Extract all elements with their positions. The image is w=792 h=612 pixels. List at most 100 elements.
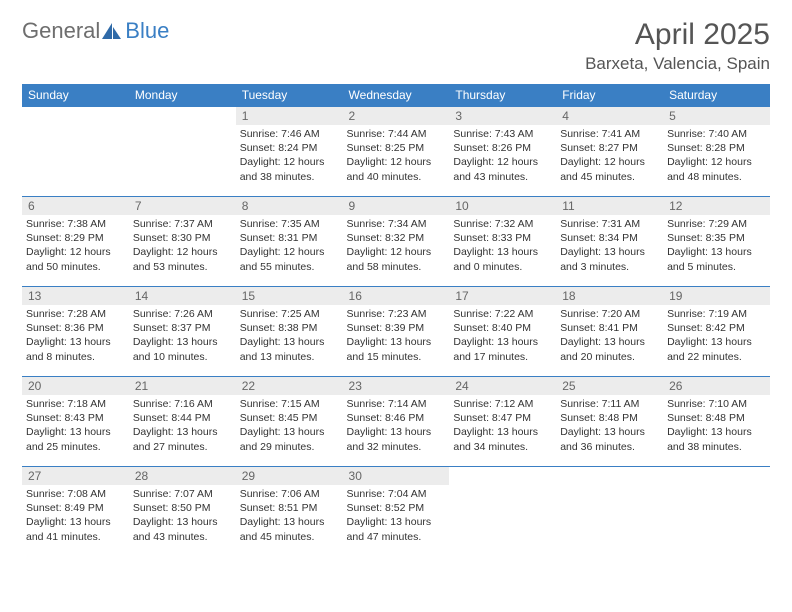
calendar-cell: 7Sunrise: 7:37 AMSunset: 8:30 PMDaylight… bbox=[129, 197, 236, 287]
sunset-text: Sunset: 8:29 PM bbox=[26, 231, 125, 245]
calendar-cell: 14Sunrise: 7:26 AMSunset: 8:37 PMDayligh… bbox=[129, 287, 236, 377]
daylight-text-2: and 15 minutes. bbox=[347, 350, 446, 364]
daylight-text-1: Daylight: 12 hours bbox=[347, 155, 446, 169]
calendar-row: 20Sunrise: 7:18 AMSunset: 8:43 PMDayligh… bbox=[22, 377, 770, 467]
day-details: Sunrise: 7:34 AMSunset: 8:32 PMDaylight:… bbox=[343, 215, 450, 278]
sunrise-text: Sunrise: 7:46 AM bbox=[240, 127, 339, 141]
day-number: 7 bbox=[129, 197, 236, 215]
sunrise-text: Sunrise: 7:41 AM bbox=[560, 127, 659, 141]
sunrise-text: Sunrise: 7:32 AM bbox=[453, 217, 552, 231]
sunrise-text: Sunrise: 7:38 AM bbox=[26, 217, 125, 231]
day-details: Sunrise: 7:31 AMSunset: 8:34 PMDaylight:… bbox=[556, 215, 663, 278]
day-details: Sunrise: 7:37 AMSunset: 8:30 PMDaylight:… bbox=[129, 215, 236, 278]
calendar-cell bbox=[556, 467, 663, 557]
sunset-text: Sunset: 8:33 PM bbox=[453, 231, 552, 245]
daylight-text-1: Daylight: 13 hours bbox=[453, 245, 552, 259]
sunrise-text: Sunrise: 7:11 AM bbox=[560, 397, 659, 411]
day-details: Sunrise: 7:11 AMSunset: 8:48 PMDaylight:… bbox=[556, 395, 663, 458]
sunrise-text: Sunrise: 7:18 AM bbox=[26, 397, 125, 411]
header: General Blue April 2025 Barxeta, Valenci… bbox=[22, 18, 770, 74]
sunrise-text: Sunrise: 7:07 AM bbox=[133, 487, 232, 501]
day-number: 16 bbox=[343, 287, 450, 305]
day-number: 25 bbox=[556, 377, 663, 395]
day-details: Sunrise: 7:44 AMSunset: 8:25 PMDaylight:… bbox=[343, 125, 450, 188]
sunrise-text: Sunrise: 7:29 AM bbox=[667, 217, 766, 231]
day-details: Sunrise: 7:10 AMSunset: 8:48 PMDaylight:… bbox=[663, 395, 770, 458]
sunrise-text: Sunrise: 7:06 AM bbox=[240, 487, 339, 501]
daylight-text-1: Daylight: 13 hours bbox=[26, 335, 125, 349]
sunset-text: Sunset: 8:37 PM bbox=[133, 321, 232, 335]
day-details: Sunrise: 7:19 AMSunset: 8:42 PMDaylight:… bbox=[663, 305, 770, 368]
sunset-text: Sunset: 8:26 PM bbox=[453, 141, 552, 155]
day-details: Sunrise: 7:35 AMSunset: 8:31 PMDaylight:… bbox=[236, 215, 343, 278]
weekday-header: Monday bbox=[129, 84, 236, 107]
day-number: 12 bbox=[663, 197, 770, 215]
daylight-text-1: Daylight: 12 hours bbox=[26, 245, 125, 259]
sunset-text: Sunset: 8:36 PM bbox=[26, 321, 125, 335]
daylight-text-1: Daylight: 13 hours bbox=[26, 425, 125, 439]
daylight-text-1: Daylight: 13 hours bbox=[347, 515, 446, 529]
sunset-text: Sunset: 8:43 PM bbox=[26, 411, 125, 425]
day-details: Sunrise: 7:41 AMSunset: 8:27 PMDaylight:… bbox=[556, 125, 663, 188]
daylight-text-2: and 45 minutes. bbox=[240, 530, 339, 544]
sunrise-text: Sunrise: 7:34 AM bbox=[347, 217, 446, 231]
daylight-text-2: and 40 minutes. bbox=[347, 170, 446, 184]
sunset-text: Sunset: 8:35 PM bbox=[667, 231, 766, 245]
logo: General Blue bbox=[22, 18, 169, 44]
sunset-text: Sunset: 8:40 PM bbox=[453, 321, 552, 335]
daylight-text-1: Daylight: 12 hours bbox=[560, 155, 659, 169]
daylight-text-2: and 3 minutes. bbox=[560, 260, 659, 274]
day-details: Sunrise: 7:07 AMSunset: 8:50 PMDaylight:… bbox=[129, 485, 236, 548]
daylight-text-2: and 10 minutes. bbox=[133, 350, 232, 364]
sunset-text: Sunset: 8:44 PM bbox=[133, 411, 232, 425]
page-title: April 2025 bbox=[585, 18, 770, 52]
daylight-text-2: and 17 minutes. bbox=[453, 350, 552, 364]
day-number: 13 bbox=[22, 287, 129, 305]
day-details: Sunrise: 7:46 AMSunset: 8:24 PMDaylight:… bbox=[236, 125, 343, 188]
daylight-text-2: and 53 minutes. bbox=[133, 260, 232, 274]
day-details: Sunrise: 7:15 AMSunset: 8:45 PMDaylight:… bbox=[236, 395, 343, 458]
daylight-text-2: and 32 minutes. bbox=[347, 440, 446, 454]
daylight-text-1: Daylight: 13 hours bbox=[240, 515, 339, 529]
sunrise-text: Sunrise: 7:44 AM bbox=[347, 127, 446, 141]
day-details: Sunrise: 7:26 AMSunset: 8:37 PMDaylight:… bbox=[129, 305, 236, 368]
day-number: 15 bbox=[236, 287, 343, 305]
sunset-text: Sunset: 8:30 PM bbox=[133, 231, 232, 245]
calendar-table: Sunday Monday Tuesday Wednesday Thursday… bbox=[22, 84, 770, 557]
sunrise-text: Sunrise: 7:25 AM bbox=[240, 307, 339, 321]
sunrise-text: Sunrise: 7:19 AM bbox=[667, 307, 766, 321]
daylight-text-1: Daylight: 12 hours bbox=[240, 245, 339, 259]
day-details: Sunrise: 7:28 AMSunset: 8:36 PMDaylight:… bbox=[22, 305, 129, 368]
sunset-text: Sunset: 8:45 PM bbox=[240, 411, 339, 425]
sunset-text: Sunset: 8:42 PM bbox=[667, 321, 766, 335]
day-number: 27 bbox=[22, 467, 129, 485]
daylight-text-2: and 45 minutes. bbox=[560, 170, 659, 184]
daylight-text-2: and 50 minutes. bbox=[26, 260, 125, 274]
sunset-text: Sunset: 8:34 PM bbox=[560, 231, 659, 245]
calendar-row: 27Sunrise: 7:08 AMSunset: 8:49 PMDayligh… bbox=[22, 467, 770, 557]
day-number: 22 bbox=[236, 377, 343, 395]
day-details: Sunrise: 7:06 AMSunset: 8:51 PMDaylight:… bbox=[236, 485, 343, 548]
calendar-cell: 20Sunrise: 7:18 AMSunset: 8:43 PMDayligh… bbox=[22, 377, 129, 467]
weekday-header: Friday bbox=[556, 84, 663, 107]
calendar-body: 1Sunrise: 7:46 AMSunset: 8:24 PMDaylight… bbox=[22, 107, 770, 557]
day-details: Sunrise: 7:38 AMSunset: 8:29 PMDaylight:… bbox=[22, 215, 129, 278]
calendar-cell: 24Sunrise: 7:12 AMSunset: 8:47 PMDayligh… bbox=[449, 377, 556, 467]
daylight-text-1: Daylight: 13 hours bbox=[667, 425, 766, 439]
daylight-text-1: Daylight: 12 hours bbox=[667, 155, 766, 169]
calendar-cell: 12Sunrise: 7:29 AMSunset: 8:35 PMDayligh… bbox=[663, 197, 770, 287]
day-details: Sunrise: 7:16 AMSunset: 8:44 PMDaylight:… bbox=[129, 395, 236, 458]
sunset-text: Sunset: 8:38 PM bbox=[240, 321, 339, 335]
sunrise-text: Sunrise: 7:26 AM bbox=[133, 307, 232, 321]
sunrise-text: Sunrise: 7:37 AM bbox=[133, 217, 232, 231]
calendar-cell: 13Sunrise: 7:28 AMSunset: 8:36 PMDayligh… bbox=[22, 287, 129, 377]
sunset-text: Sunset: 8:41 PM bbox=[560, 321, 659, 335]
calendar-cell: 22Sunrise: 7:15 AMSunset: 8:45 PMDayligh… bbox=[236, 377, 343, 467]
day-details: Sunrise: 7:18 AMSunset: 8:43 PMDaylight:… bbox=[22, 395, 129, 458]
day-details: Sunrise: 7:14 AMSunset: 8:46 PMDaylight:… bbox=[343, 395, 450, 458]
logo-sail-icon bbox=[101, 21, 123, 41]
day-number: 26 bbox=[663, 377, 770, 395]
daylight-text-1: Daylight: 13 hours bbox=[347, 335, 446, 349]
daylight-text-2: and 41 minutes. bbox=[26, 530, 125, 544]
sunset-text: Sunset: 8:50 PM bbox=[133, 501, 232, 515]
